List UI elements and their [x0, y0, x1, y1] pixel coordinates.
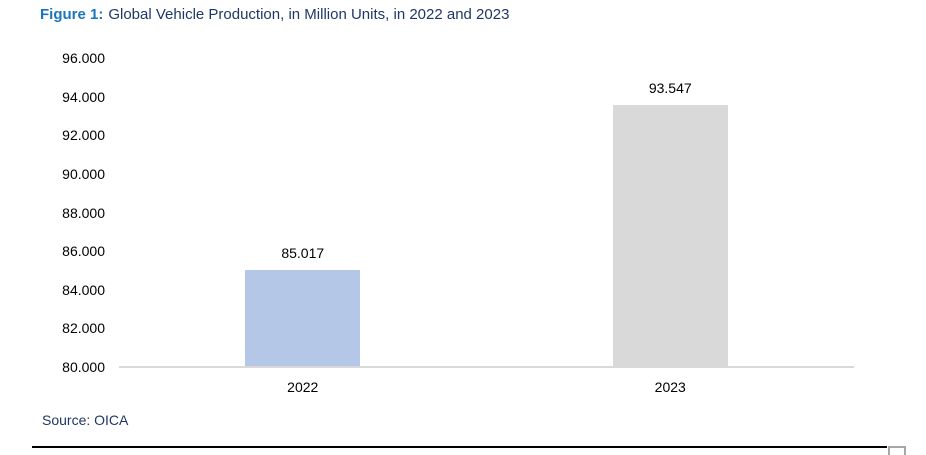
- y-tick-label: 80.000: [62, 359, 105, 375]
- y-tick-label: 96.000: [62, 50, 105, 66]
- figure-title: Figure 1: Global Vehicle Production, in M…: [40, 5, 509, 24]
- bar-value-label: 85.017: [281, 245, 325, 262]
- figure-title-text: Global Vehicle Production, in Million Un…: [108, 6, 510, 23]
- source-text: Source: OICA: [42, 412, 129, 428]
- y-tick-label: 86.000: [62, 243, 105, 260]
- figure-label: Figure 1:: [40, 6, 104, 23]
- y-tick-label: 94.000: [62, 88, 105, 105]
- bar-value-label: 93.547: [648, 80, 692, 97]
- y-tick-label: 82.000: [62, 320, 105, 337]
- x-tick-label: 2022: [287, 379, 319, 395]
- y-tick-label: 84.000: [62, 281, 105, 298]
- bottom-border-line: [32, 446, 887, 448]
- resize-handle-box: [888, 446, 906, 455]
- x-tick-label: 2023: [654, 379, 686, 395]
- y-tick-label: 92.000: [62, 127, 105, 144]
- x-axis-line: [119, 366, 854, 368]
- y-tick-label: 90.000: [62, 165, 105, 182]
- y-tick-label: 88.000: [62, 204, 105, 221]
- source-note: Source: OICA: [42, 411, 128, 429]
- bar-2022: [245, 270, 361, 366]
- bar-2023: [612, 105, 728, 366]
